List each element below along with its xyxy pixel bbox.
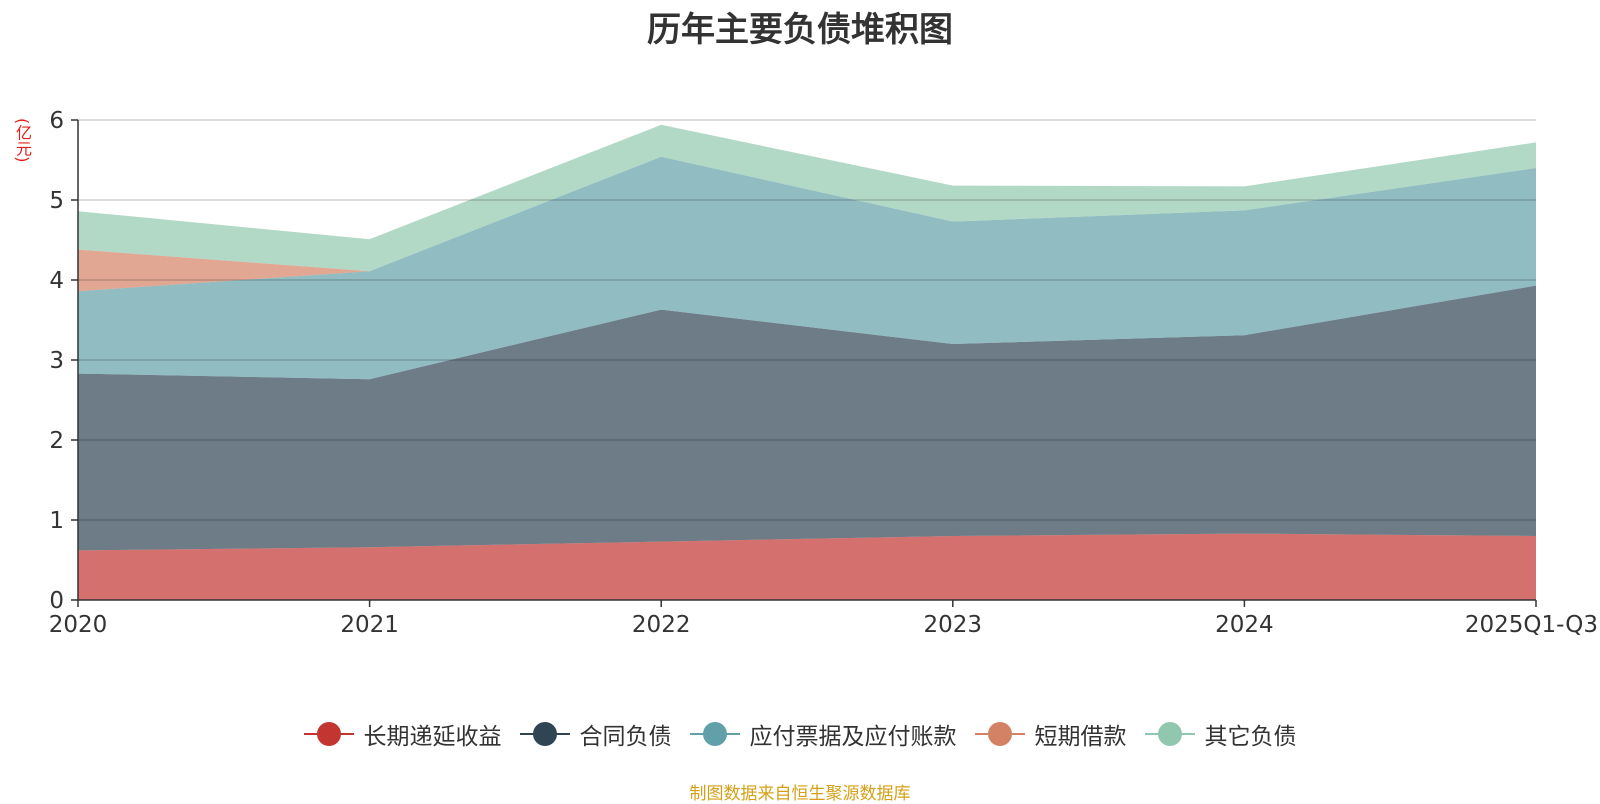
y-tick-label: 1 <box>49 508 64 534</box>
y-tick-label: 6 <box>49 108 64 134</box>
legend-item-2[interactable]: 合同负债 <box>519 717 672 751</box>
legend-label: 合同负债 <box>579 724 672 750</box>
x-tick-label: 2024 <box>1215 612 1274 638</box>
legend-label: 长期递延收益 <box>363 724 502 750</box>
stacked-area-chart: 0 1 2 3 4 5 6 2020 2021 2022 2023 2024 2025Q1-Q3 <box>49 108 1598 638</box>
chart-legend: 长期递延收益 合同负债 应付票据及应付账款 短期借款 其它负债 <box>0 716 1600 752</box>
area-series-2 <box>78 285 1536 551</box>
legend-item-4[interactable]: 短期借款 <box>974 717 1127 751</box>
area-series-5 <box>78 124 1536 272</box>
legend-marker-icon <box>303 722 354 746</box>
y-tick-label: 2 <box>49 428 64 454</box>
x-tick-label: 2020 <box>49 612 108 638</box>
y-tick-label: 4 <box>49 268 64 294</box>
area-series-group <box>78 124 1536 600</box>
x-tick-label: 2021 <box>340 612 399 638</box>
axes: 0 1 2 3 4 5 6 2020 2021 2022 2023 2024 2025Q1-Q3 <box>49 108 1598 638</box>
legend-marker-icon <box>1144 722 1195 746</box>
y-tick-label: 5 <box>49 188 64 214</box>
legend-item-1[interactable]: 长期递延收益 <box>303 717 502 751</box>
x-tick-label: 2025Q1-Q3 <box>1465 612 1598 638</box>
area-series-4 <box>78 156 1536 292</box>
x-tick-label: 2023 <box>924 612 983 638</box>
area-series-1 <box>78 533 1536 600</box>
legend-marker-icon <box>974 722 1025 746</box>
y-tick-label: 3 <box>49 348 64 374</box>
legend-marker-icon <box>689 722 740 746</box>
area-series-3 <box>78 156 1536 380</box>
y-axis-unit-label: (亿元) <box>13 118 32 163</box>
x-tick-label: 2022 <box>632 612 691 638</box>
legend-label: 其它负债 <box>1204 724 1297 750</box>
legend-item-3[interactable]: 应付票据及应付账款 <box>689 717 957 751</box>
legend-marker-icon <box>519 722 570 746</box>
legend-item-5[interactable]: 其它负债 <box>1144 717 1297 751</box>
y-tick-label: 0 <box>49 588 64 614</box>
legend-label: 应付票据及应付账款 <box>749 724 957 750</box>
chart-title: 历年主要负债堆积图 <box>647 10 953 50</box>
legend-label: 短期借款 <box>1034 724 1127 750</box>
source-note: 制图数据来自恒生聚源数据库 <box>689 784 911 804</box>
grid-lines <box>78 119 1536 521</box>
